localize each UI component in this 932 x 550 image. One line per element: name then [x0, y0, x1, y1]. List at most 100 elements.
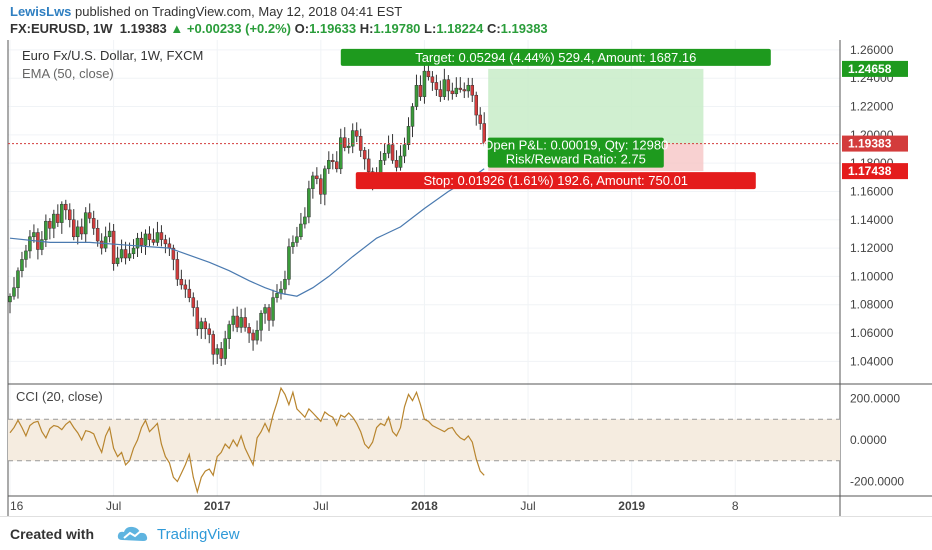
target-label-box: [340, 48, 771, 66]
price-chart[interactable]: 1.260001.240001.220001.200001.180001.160…: [0, 40, 932, 516]
target-label: Target: 0.05294 (4.44%) 529.4, Amount: 1…: [415, 50, 696, 65]
candle-body: [275, 293, 279, 298]
candle-body: [243, 317, 247, 328]
candle-body: [291, 242, 295, 247]
candle-body: [195, 307, 200, 330]
open-pl-label: Open P&L: 0.00019, Qty: 12980: [483, 138, 668, 153]
candle-body: [159, 232, 164, 240]
up-arrow-icon: ▲: [170, 21, 184, 36]
candle-body: [223, 338, 227, 359]
time-axis[interactable]: 16 Jul 2017 Jul 2018 Jul 2019 8: [8, 495, 932, 513]
candle-body: [299, 223, 303, 238]
candle-body: [331, 160, 335, 162]
candle-body: [207, 328, 211, 335]
candle-body: [422, 70, 427, 97]
price-tick-label: 1.14000: [850, 213, 894, 227]
candle-body: [87, 212, 92, 219]
candle-body: [75, 226, 80, 238]
candle-body: [40, 239, 44, 250]
candle-body: [259, 312, 263, 331]
symbol-legend: Euro Fx/U.S. Dollar, 1W, FXCM: [22, 48, 203, 63]
candle-body: [56, 213, 60, 223]
candle-body: [386, 144, 391, 154]
candle-body: [342, 137, 347, 148]
cci-band: [8, 419, 840, 461]
candle-body: [28, 236, 32, 252]
candle-body: [390, 144, 395, 161]
candle-body: [16, 270, 20, 288]
ema-line: [9, 168, 485, 297]
candle-body: [219, 348, 223, 359]
candle-body: [239, 317, 243, 328]
candle-body: [402, 144, 407, 157]
high-value: 1.19780: [373, 21, 421, 36]
candle-body: [263, 307, 267, 314]
target-price-badge: [842, 60, 908, 77]
close-label: C:: [486, 21, 501, 36]
target-price-label: 1.24658: [848, 62, 892, 76]
candle-body: [307, 188, 311, 218]
risk-reward-label: Risk/Reward Ratio: 2.75: [506, 152, 646, 167]
candle-body: [107, 230, 112, 238]
candle-body: [235, 315, 239, 328]
price-tick-label: 1.26000: [850, 43, 894, 57]
time-tick-label: Jul: [106, 499, 121, 513]
candle-body: [91, 218, 96, 229]
candle-body: [434, 82, 439, 90]
candlesticks: [8, 60, 486, 367]
cci-tick-label: 200.0000: [850, 392, 900, 406]
position-labels: Target: 0.05294 (4.44%) 529.4, Amount: 1…: [340, 48, 771, 190]
cci-pane[interactable]: 200.0000 0.0000 -200.0000 CCI (20, close): [8, 386, 904, 495]
candle-body: [12, 287, 16, 297]
candle-body: [187, 288, 192, 298]
stop-label-box: [355, 172, 756, 190]
candle-body: [68, 209, 72, 221]
legend: Euro Fx/U.S. Dollar, 1W, FXCM EMA (50, cl…: [22, 48, 203, 81]
candle-body: [323, 168, 327, 195]
candle-body: [211, 334, 215, 355]
candle-body: [175, 259, 180, 280]
tradingview-brand[interactable]: TradingView: [157, 526, 240, 543]
tradingview-cloud-icon[interactable]: [116, 523, 154, 545]
candle-body: [366, 158, 371, 172]
candle-body: [135, 237, 140, 249]
candle-body: [251, 332, 255, 341]
ema-50-line: [9, 168, 485, 297]
stop-label: Stop: 0.01926 (1.61%) 192.6, Amount: 750…: [424, 173, 689, 188]
price-tick-label: 1.04000: [850, 354, 894, 368]
candle-body: [438, 89, 443, 97]
publish-info: LewisLws published on TradingView.com, M…: [10, 4, 402, 19]
candle-body: [287, 246, 291, 280]
candle-body: [199, 321, 204, 330]
candle-body: [470, 85, 475, 96]
candle-body: [72, 219, 76, 238]
open-value: 1.19633: [309, 21, 357, 36]
current-price-badge: [842, 135, 908, 152]
price-axis[interactable]: 1.260001.240001.220001.200001.180001.160…: [839, 40, 908, 516]
candle-body: [123, 249, 128, 259]
candle-body: [255, 329, 259, 341]
candle-body: [83, 212, 88, 235]
candle-body: [458, 87, 463, 90]
symbol-name: FX:EURUSD, 1W: [10, 21, 113, 36]
published-text: published on TradingView.com, May 12, 20…: [75, 4, 403, 19]
candle-body: [267, 307, 271, 321]
time-tick-label: 2019: [618, 499, 645, 513]
candle-body: [362, 150, 367, 160]
candle-body: [430, 76, 435, 83]
stop-price-badge: [842, 163, 908, 180]
candle-body: [191, 297, 196, 308]
time-tick-label: 16: [10, 499, 24, 513]
candle-body: [139, 237, 144, 246]
candle-body: [454, 87, 459, 95]
candle-body: [350, 130, 355, 147]
low-label: L:: [424, 21, 437, 36]
candle-body: [99, 240, 104, 249]
chart-header: LewisLws published on TradingView.com, M…: [0, 0, 932, 40]
author-name[interactable]: LewisLws: [10, 4, 72, 19]
candle-body: [151, 239, 156, 243]
time-tick-label: Jul: [313, 499, 328, 513]
open-label: O:: [294, 21, 310, 36]
candle-body: [95, 228, 100, 242]
close-value: 1.19383: [500, 21, 548, 36]
